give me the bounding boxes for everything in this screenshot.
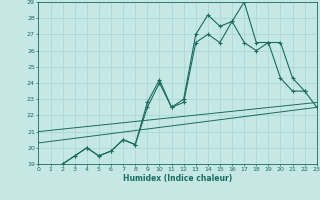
X-axis label: Humidex (Indice chaleur): Humidex (Indice chaleur): [123, 174, 232, 183]
